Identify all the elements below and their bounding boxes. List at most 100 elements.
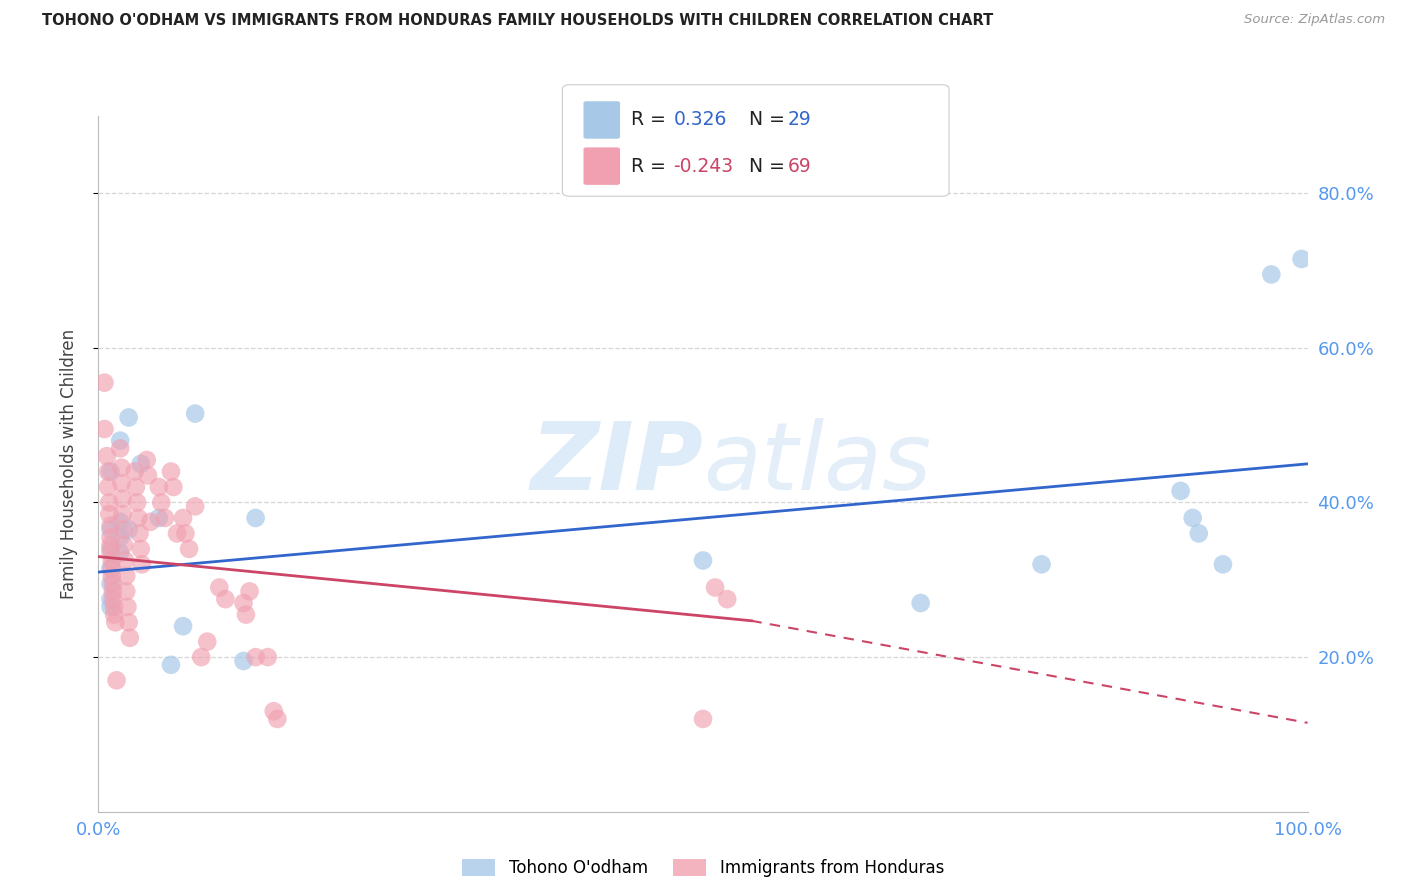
Point xyxy=(114,553,136,567)
Point xyxy=(128,526,150,541)
Point xyxy=(266,712,288,726)
Point xyxy=(692,553,714,567)
Point xyxy=(1031,558,1053,572)
Point xyxy=(245,650,267,665)
Point xyxy=(125,480,148,494)
Point xyxy=(108,442,131,456)
Point xyxy=(105,673,128,688)
Text: atlas: atlas xyxy=(703,418,931,509)
Point xyxy=(160,465,183,479)
Point xyxy=(112,523,135,537)
Point xyxy=(245,511,267,525)
Point xyxy=(127,495,149,509)
Point xyxy=(100,538,122,552)
Point xyxy=(172,511,194,525)
Point xyxy=(108,546,131,560)
Point xyxy=(160,657,183,672)
Point xyxy=(135,453,157,467)
Point xyxy=(101,576,124,591)
Point xyxy=(118,523,141,537)
Point xyxy=(100,546,122,560)
Point xyxy=(174,526,197,541)
Point xyxy=(100,465,122,479)
Point xyxy=(910,596,932,610)
Point xyxy=(103,607,125,622)
Text: R =: R = xyxy=(631,157,672,176)
Point xyxy=(93,376,115,390)
Point xyxy=(108,434,131,448)
Point xyxy=(190,650,212,665)
Point xyxy=(115,584,138,599)
Point xyxy=(263,704,285,718)
Point xyxy=(1212,558,1234,572)
Point xyxy=(100,523,122,537)
Point xyxy=(117,599,139,614)
Point xyxy=(195,634,218,648)
Point xyxy=(97,480,120,494)
Point xyxy=(100,561,122,575)
Point xyxy=(162,480,184,494)
Point xyxy=(100,530,122,544)
Point xyxy=(127,511,149,525)
Point xyxy=(256,650,278,665)
Point xyxy=(235,607,257,622)
Point xyxy=(184,407,207,421)
Point xyxy=(131,558,153,572)
Text: N =: N = xyxy=(737,157,790,176)
Point xyxy=(97,465,120,479)
Point xyxy=(153,511,176,525)
Text: R =: R = xyxy=(631,111,672,129)
Point xyxy=(124,465,146,479)
Point xyxy=(110,476,132,491)
Point xyxy=(1260,268,1282,282)
Point xyxy=(100,576,122,591)
Point xyxy=(716,592,738,607)
Point xyxy=(110,460,132,475)
Point xyxy=(166,526,188,541)
Point xyxy=(118,631,141,645)
Text: 69: 69 xyxy=(787,157,811,176)
Point xyxy=(1170,483,1192,498)
Point xyxy=(118,410,141,425)
Point xyxy=(704,581,727,595)
Point xyxy=(98,507,121,521)
Point xyxy=(184,500,207,514)
Point xyxy=(104,615,127,630)
Point xyxy=(101,592,124,607)
Point xyxy=(103,599,125,614)
Text: TOHONO O'ODHAM VS IMMIGRANTS FROM HONDURAS FAMILY HOUSEHOLDS WITH CHILDREN CORRE: TOHONO O'ODHAM VS IMMIGRANTS FROM HONDUR… xyxy=(42,13,994,29)
Point xyxy=(148,480,170,494)
Text: Source: ZipAtlas.com: Source: ZipAtlas.com xyxy=(1244,13,1385,27)
Legend: Tohono O'odham, Immigrants from Honduras: Tohono O'odham, Immigrants from Honduras xyxy=(456,852,950,883)
Text: 29: 29 xyxy=(787,111,811,129)
Point xyxy=(129,541,152,556)
Point xyxy=(100,553,122,567)
Point xyxy=(115,569,138,583)
Point xyxy=(100,599,122,614)
Point xyxy=(214,592,236,607)
Y-axis label: Family Households with Children: Family Households with Children xyxy=(59,329,77,599)
Point xyxy=(101,584,124,599)
Text: N =: N = xyxy=(737,111,790,129)
Point xyxy=(111,491,134,506)
Point xyxy=(112,538,135,552)
Point xyxy=(232,654,254,668)
Point xyxy=(96,449,118,463)
Point xyxy=(139,515,162,529)
Point xyxy=(172,619,194,633)
Point xyxy=(148,511,170,525)
Point xyxy=(100,561,122,575)
Point xyxy=(108,515,131,529)
Point xyxy=(150,495,173,509)
Point xyxy=(100,569,122,583)
Point xyxy=(232,596,254,610)
Text: ZIP: ZIP xyxy=(530,417,703,510)
Point xyxy=(100,541,122,556)
Point xyxy=(239,584,262,599)
Point xyxy=(100,592,122,607)
Point xyxy=(208,581,231,595)
Text: -0.243: -0.243 xyxy=(673,157,734,176)
Point xyxy=(129,457,152,471)
Point xyxy=(1291,252,1313,266)
Text: 0.326: 0.326 xyxy=(673,111,727,129)
